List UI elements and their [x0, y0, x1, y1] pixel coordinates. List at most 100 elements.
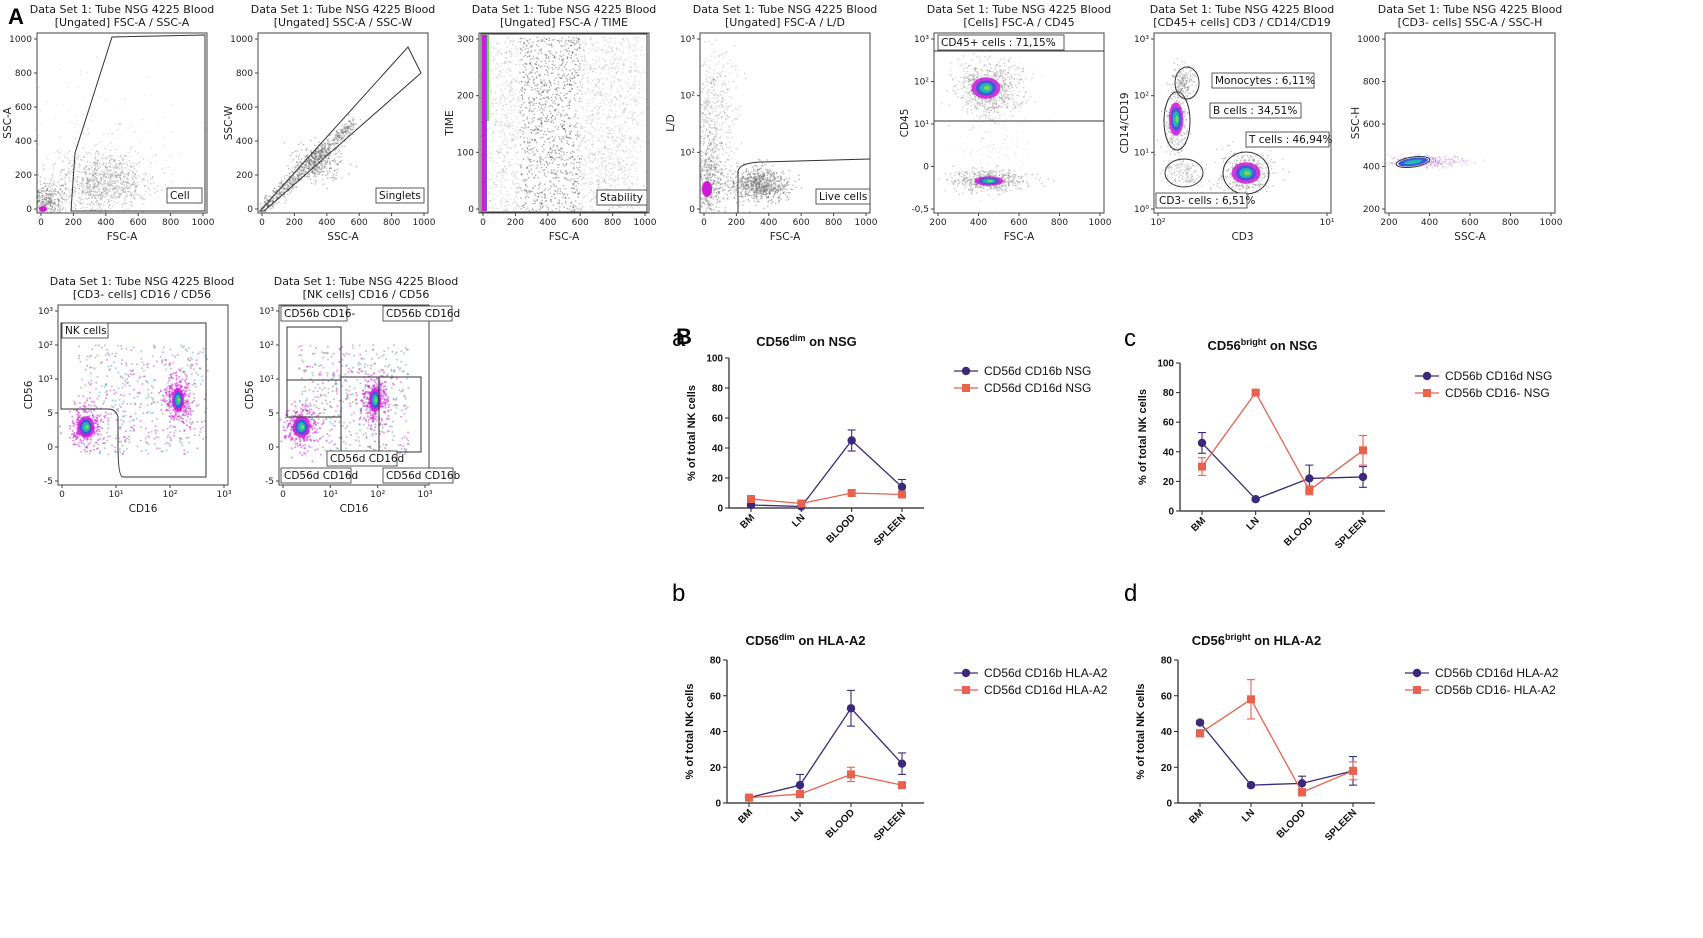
legend-label: CD56b CD16- NSG	[1445, 386, 1550, 400]
y-tick-label: 40	[712, 444, 724, 455]
y-tick-label: 200	[15, 171, 32, 181]
series-line	[750, 439, 903, 508]
x-tick-label: 10²	[1150, 218, 1165, 228]
x-tick-label: 1000	[1089, 218, 1112, 228]
gate-label: T cells : 46,94%	[1248, 134, 1333, 146]
flow-plot-2: Data Set 1: Tube NSG 4225 Blood[Ungated]…	[223, 3, 436, 243]
y-tick-label: 200	[1363, 205, 1380, 215]
flow-events	[934, 39, 1055, 213]
y-tick-label: 100	[1157, 359, 1174, 370]
flow-plot-title: Data Set 1: Tube NSG 4225 Blood	[30, 3, 215, 16]
flow-plot-subtitle: [NK cells] CD16 / CD56	[303, 288, 430, 301]
flow-plot-7: Data Set 1: Tube NSG 4225 Blood[CD3- cel…	[1350, 3, 1563, 243]
data-point	[1195, 718, 1205, 727]
legend-label: CD56d CD16d NSG	[984, 381, 1091, 395]
subpanel-label-b: b	[672, 580, 685, 607]
x-tick-label: 600	[351, 218, 368, 228]
series-1: CD56b CD16- NSG	[1198, 386, 1550, 496]
flow-plot-frame	[36, 32, 208, 214]
x-tick-label: 400	[318, 218, 335, 228]
data-point	[1305, 474, 1314, 483]
flow-plot-subtitle: [Ungated] FSC-A / SSC-A	[55, 16, 190, 29]
chart-title: CD56dim on HLA-A2	[745, 632, 865, 648]
y-tick-label: 80	[710, 656, 722, 667]
y-tick-label: -5	[44, 477, 53, 487]
gate-label: Live cells	[819, 191, 867, 203]
data-point	[1198, 462, 1206, 471]
x-tick-label: 10¹	[323, 490, 338, 500]
x-tick-label: 10¹	[1319, 218, 1334, 228]
gate-label: Cell	[170, 190, 190, 202]
y-tick-label: 0	[47, 443, 53, 453]
y-tick-label: 10¹	[914, 120, 929, 130]
x-tick-label: BM	[1189, 515, 1208, 534]
legend-label: CD56b CD16d HLA-A2	[1435, 666, 1559, 680]
x-tick-label: 800	[825, 218, 842, 228]
flow-plot-title: Data Set 1: Tube NSG 4225 Blood	[1378, 3, 1563, 16]
data-point	[1297, 779, 1307, 788]
x-tick-label: 800	[604, 218, 621, 228]
y-tick-label: 10²	[914, 78, 929, 88]
gate-label: Stability	[600, 192, 643, 204]
flow-events	[58, 344, 209, 456]
y-tick-label: 20	[710, 763, 722, 774]
legend-label: CD56d CD16b NSG	[984, 364, 1091, 378]
chart-b: b CD56dim on HLA-A2 0 20 40 60 80 BM LN BLOOD SPLE…	[672, 580, 1108, 843]
y-tick-label: 200	[457, 92, 474, 102]
flow-plot-1: Data Set 1: Tube NSG 4225 Blood[Ungated]…	[2, 3, 215, 243]
gate-label: CD56b CD16d	[386, 308, 460, 320]
y-tick-label: 0	[468, 205, 474, 215]
x-tick-label: 600	[572, 218, 589, 228]
y-tick-label: 10³	[680, 35, 695, 45]
data-point	[1298, 788, 1306, 797]
legend-marker	[962, 384, 970, 392]
flow-plot-title: Data Set 1: Tube NSG 4225 Blood	[251, 3, 436, 16]
x-tick-label: 0	[59, 490, 65, 500]
y-axis-label: CD56	[23, 380, 35, 409]
series-line	[748, 707, 903, 799]
flow-plot-title: Data Set 1: Tube NSG 4225 Blood	[472, 3, 657, 16]
y-tick-label: 200	[236, 171, 253, 181]
data-point	[1247, 695, 1255, 704]
cell-gate	[70, 34, 206, 212]
flow-plot-frame	[57, 304, 229, 486]
gate-label: CD3- cells : 6,51%	[1159, 195, 1255, 207]
x-tick-label: 10²	[162, 490, 177, 500]
gate-label: CD45+ cells : 71,15%	[941, 37, 1056, 49]
y-tick-label: 1000	[1357, 35, 1380, 45]
x-tick-label: BLOOD	[824, 807, 857, 840]
gate-label: CD56d CD16d	[284, 470, 358, 482]
y-tick-label: 10³	[259, 307, 274, 317]
y-tick-label: 600	[1363, 120, 1380, 130]
y-tick-label: 80	[1163, 388, 1175, 399]
data-point	[1197, 438, 1207, 448]
x-tick-label: SPLEEN	[872, 512, 908, 548]
legend-marker	[1412, 668, 1422, 678]
x-tick-label: 400	[760, 218, 777, 228]
flow-plot-subtitle: [CD3- cells] CD16 / CD56	[73, 288, 211, 301]
series-line	[750, 492, 903, 505]
series-1: CD56d CD16d NSG	[747, 381, 1091, 508]
series-0: CD56b CD16d NSG	[1197, 369, 1552, 504]
data-point	[796, 790, 804, 799]
y-tick-label: 10¹	[1134, 148, 1149, 158]
panel-label-a: A	[8, 4, 24, 29]
y-tick-label: 400	[236, 137, 253, 147]
y-tick-label: 5	[47, 409, 53, 419]
data-point	[745, 793, 753, 802]
flow-plot-frame	[257, 32, 429, 214]
gate-label: Monocytes : 6,11%	[1215, 75, 1315, 87]
y-axis-label: SSC-W	[223, 105, 235, 140]
singlet-gate	[1395, 156, 1431, 168]
chart-title: CD56bright on HLA-A2	[1192, 632, 1322, 648]
x-axis-label: CD16	[340, 503, 369, 515]
y-tick-label: 800	[1363, 78, 1380, 88]
gate-label: CD56b CD16-	[284, 308, 356, 320]
x-tick-label: 800	[1051, 218, 1068, 228]
y-tick-label: 0	[26, 205, 32, 215]
series-0: CD56b CD16d HLA-A2	[1195, 666, 1559, 792]
y-tick-label: 10²	[680, 148, 695, 158]
y-axis-label: CD14/CD19	[1119, 92, 1131, 153]
y-tick-label: 300	[457, 35, 474, 45]
flow-plot-subtitle: [CD45+ cells] CD3 / CD14/CD19	[1153, 16, 1330, 29]
